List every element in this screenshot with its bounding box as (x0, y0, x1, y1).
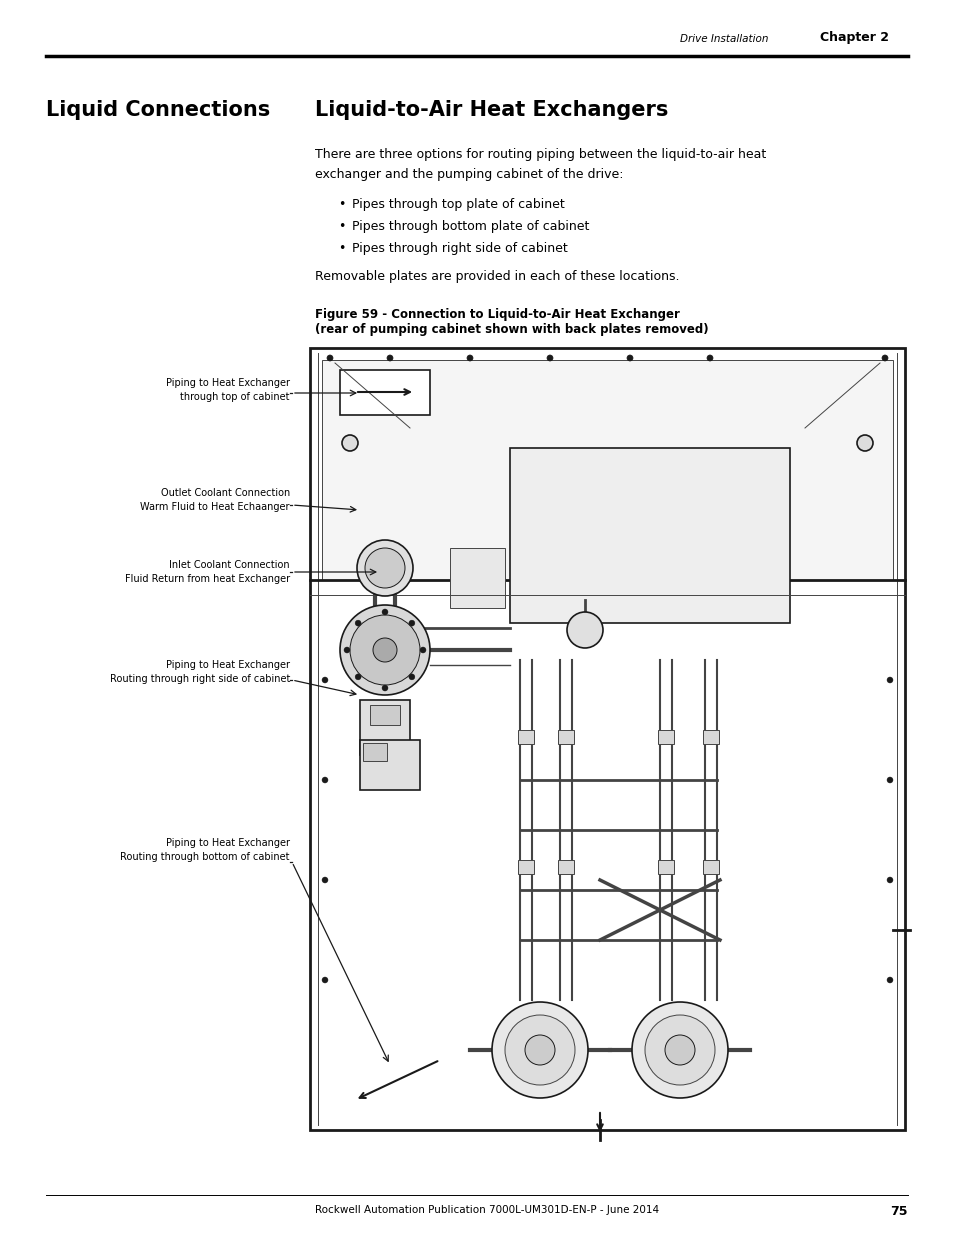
Circle shape (886, 977, 892, 983)
Bar (363, 743, 387, 761)
Circle shape (322, 877, 328, 883)
Circle shape (381, 609, 388, 615)
Text: Routing through right side of cabinet: Routing through right side of cabinet (110, 674, 290, 684)
Circle shape (886, 677, 892, 683)
Circle shape (381, 685, 388, 692)
Text: (rear of pumping cabinet shown with back plates removed): (rear of pumping cabinet shown with back… (314, 324, 708, 336)
Circle shape (356, 540, 413, 597)
Text: Drive Installation: Drive Installation (679, 35, 768, 44)
Text: Figure 59 - Connection to Liquid-to-Air Heat Exchanger: Figure 59 - Connection to Liquid-to-Air … (314, 308, 679, 321)
Bar (322, 359, 892, 580)
Bar (702, 730, 719, 743)
Circle shape (856, 435, 872, 451)
Bar (510, 448, 789, 622)
Circle shape (327, 354, 333, 361)
Circle shape (504, 1015, 575, 1086)
Text: Warm Fluid to Heat Echaanger: Warm Fluid to Heat Echaanger (140, 501, 290, 513)
Circle shape (344, 647, 350, 653)
Text: Pipes through right side of cabinet: Pipes through right side of cabinet (352, 242, 567, 254)
Bar (558, 730, 574, 743)
Circle shape (546, 354, 553, 361)
Text: Pipes through bottom plate of cabinet: Pipes through bottom plate of cabinet (352, 220, 589, 233)
Bar (359, 700, 410, 755)
Text: Inlet Coolant Connection: Inlet Coolant Connection (170, 559, 290, 571)
Bar (658, 730, 673, 743)
Bar (310, 348, 904, 1130)
Circle shape (355, 674, 361, 680)
Text: Chapter 2: Chapter 2 (820, 31, 888, 44)
Bar (450, 548, 504, 608)
Text: Liquid Connections: Liquid Connections (46, 100, 270, 120)
Text: Routing through bottom of cabinet: Routing through bottom of cabinet (120, 852, 290, 862)
Text: through top of cabinet: through top of cabinet (180, 391, 290, 403)
Circle shape (467, 354, 473, 361)
Text: Removable plates are provided in each of these locations.: Removable plates are provided in each of… (314, 270, 679, 283)
Circle shape (524, 1035, 555, 1065)
Circle shape (626, 354, 633, 361)
Text: There are three options for routing piping between the liquid-to-air heat: There are three options for routing pipi… (314, 148, 765, 161)
Text: •: • (337, 220, 345, 233)
Text: Piping to Heat Exchanger: Piping to Heat Exchanger (166, 378, 290, 388)
Text: •: • (337, 198, 345, 211)
Text: 75: 75 (889, 1205, 907, 1218)
Circle shape (341, 435, 357, 451)
Text: Liquid-to-Air Heat Exchangers: Liquid-to-Air Heat Exchangers (314, 100, 668, 120)
Circle shape (365, 548, 405, 588)
Bar (370, 705, 399, 725)
Text: Rockwell Automation Publication 7000L-UM301D-EN-P - June 2014: Rockwell Automation Publication 7000L-UM… (314, 1205, 659, 1215)
Text: •: • (337, 242, 345, 254)
Circle shape (566, 613, 602, 648)
Circle shape (322, 677, 328, 683)
Bar (517, 730, 534, 743)
Circle shape (322, 977, 328, 983)
Circle shape (886, 877, 892, 883)
Circle shape (882, 354, 887, 361)
Circle shape (339, 605, 430, 695)
Bar (558, 860, 574, 874)
Circle shape (886, 777, 892, 783)
Bar (339, 370, 430, 415)
Circle shape (706, 354, 712, 361)
Text: Pipes through top plate of cabinet: Pipes through top plate of cabinet (352, 198, 564, 211)
Circle shape (373, 638, 396, 662)
Circle shape (419, 647, 426, 653)
Text: Piping to Heat Exchanger: Piping to Heat Exchanger (166, 659, 290, 671)
Text: Fluid Return from heat Exchanger: Fluid Return from heat Exchanger (125, 574, 290, 584)
Circle shape (322, 777, 328, 783)
Circle shape (492, 1002, 587, 1098)
Bar (359, 740, 419, 790)
Text: Outlet Coolant Connection: Outlet Coolant Connection (161, 488, 290, 498)
Bar (517, 860, 534, 874)
Text: exchanger and the pumping cabinet of the drive:: exchanger and the pumping cabinet of the… (314, 168, 623, 182)
Circle shape (350, 615, 419, 685)
Circle shape (409, 620, 415, 626)
Bar (658, 860, 673, 874)
Circle shape (664, 1035, 695, 1065)
Circle shape (387, 354, 393, 361)
Circle shape (355, 620, 361, 626)
Bar (702, 860, 719, 874)
Circle shape (631, 1002, 727, 1098)
Circle shape (644, 1015, 714, 1086)
Circle shape (409, 674, 415, 680)
Text: Piping to Heat Exchanger: Piping to Heat Exchanger (166, 839, 290, 848)
